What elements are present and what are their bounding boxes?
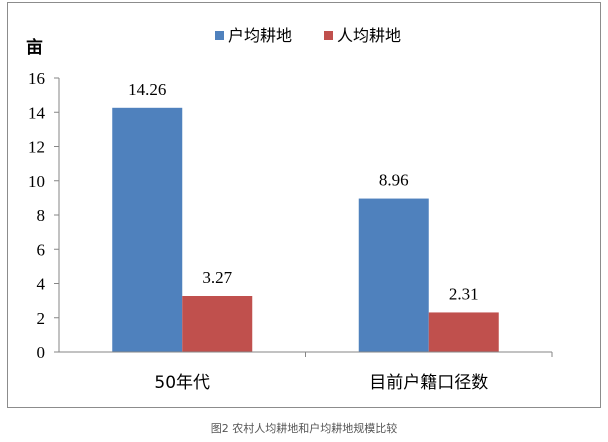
bar-household-0 bbox=[112, 107, 183, 352]
legend-swatch bbox=[324, 31, 333, 40]
data-label: 3.27 bbox=[202, 268, 232, 287]
y-tick-label: 2 bbox=[37, 309, 46, 328]
y-axis-unit-label: 亩 bbox=[26, 37, 43, 58]
bars: 14.26 3.27 8.96 2.31 bbox=[112, 80, 499, 352]
y-tick-label: 8 bbox=[37, 206, 46, 225]
y-tick-label: 4 bbox=[37, 275, 46, 294]
y-tick-label: 14 bbox=[28, 103, 46, 122]
y-tick-label: 0 bbox=[37, 343, 46, 362]
y-tick-label: 6 bbox=[37, 240, 46, 259]
x-axis: 50年代 目前户籍口径数 bbox=[59, 351, 553, 393]
data-label: 14.26 bbox=[128, 80, 166, 99]
y-tick-label: 10 bbox=[28, 172, 45, 191]
data-label: 2.31 bbox=[449, 284, 479, 303]
y-axis: 0 2 4 6 8 10 12 14 16 bbox=[28, 69, 60, 362]
data-label: 8.96 bbox=[379, 171, 409, 190]
legend: 户均耕地 人均耕地 bbox=[215, 26, 401, 45]
figure-caption: 图2 农村人均耕地和户均耕地规模比较 bbox=[210, 422, 398, 435]
bar-household-1 bbox=[358, 198, 429, 352]
bar-per-capita-1 bbox=[428, 312, 499, 352]
x-tick-label: 50年代 bbox=[154, 373, 210, 393]
chart-frame bbox=[7, 2, 601, 408]
legend-label: 人均耕地 bbox=[337, 26, 401, 45]
x-tick-label: 目前户籍口径数 bbox=[369, 373, 488, 393]
bar-per-capita-0 bbox=[182, 296, 253, 352]
legend-swatch bbox=[215, 31, 224, 40]
legend-label: 户均耕地 bbox=[228, 26, 292, 45]
y-tick-label: 16 bbox=[28, 69, 45, 88]
y-tick-label: 12 bbox=[28, 138, 45, 157]
